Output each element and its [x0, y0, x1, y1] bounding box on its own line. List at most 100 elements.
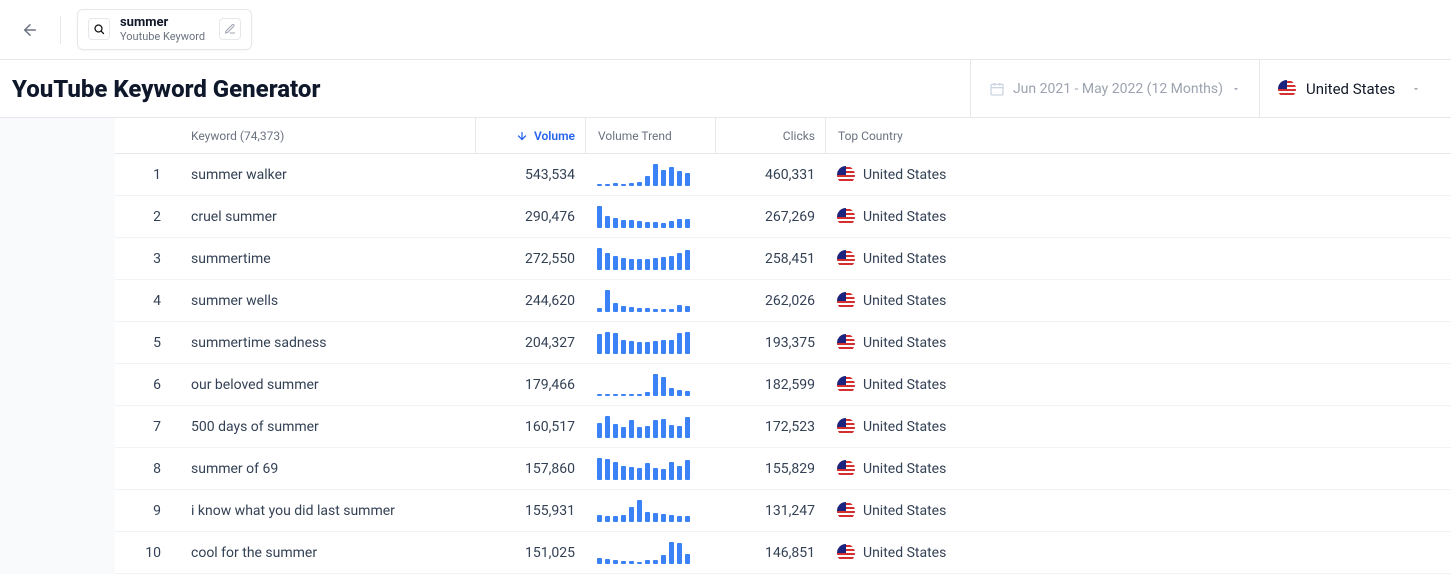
date-range-label: Jun 2021 - May 2022 (12 Months) [1013, 81, 1223, 97]
cell-trend [585, 532, 715, 573]
cell-volume: 290,476 [475, 196, 585, 237]
flag-icon [837, 292, 855, 310]
top-country-label: United States [863, 335, 946, 351]
back-button[interactable] [16, 16, 44, 44]
table-row[interactable]: 5summertime sadness204,327193,375United … [115, 322, 1451, 364]
cell-top-country: United States [825, 448, 1451, 489]
cell-rank: 5 [115, 335, 185, 351]
cell-clicks: 267,269 [715, 196, 825, 237]
cell-keyword: summer wells [185, 293, 475, 309]
cell-top-country: United States [825, 280, 1451, 321]
cell-keyword: 500 days of summer [185, 419, 475, 435]
cell-top-country: United States [825, 196, 1451, 237]
cell-trend [585, 490, 715, 531]
col-keyword-header[interactable]: Keyword (74,373) [185, 129, 475, 143]
flag-icon [837, 208, 855, 226]
table-row[interactable]: 10cool for the summer151,025146,851Unite… [115, 532, 1451, 574]
table-row[interactable]: 7500 days of summer160,517172,523United … [115, 406, 1451, 448]
top-country-label: United States [863, 503, 946, 519]
date-range-picker[interactable]: Jun 2021 - May 2022 (12 Months) [970, 60, 1259, 117]
volume-header-label: Volume [534, 129, 575, 143]
table-row[interactable]: 2cruel summer290,476267,269United States [115, 196, 1451, 238]
cell-keyword: summer walker [185, 167, 475, 183]
cell-keyword: summertime [185, 251, 475, 267]
sparkline [597, 332, 690, 354]
table-row[interactable]: 1summer walker543,534 460,331United State… [115, 154, 1451, 196]
cell-volume: 155,931 [475, 490, 585, 531]
table-row[interactable]: 6our beloved summer179,466 182,599 United … [115, 364, 1451, 406]
top-country-label: United States [863, 251, 946, 267]
keyword-table: Keyword (74,373) Volume Volume Trend Cli… [115, 118, 1451, 574]
top-country-label: United States [863, 419, 946, 435]
cell-rank: 1 [115, 167, 185, 183]
cell-keyword: i know what you did last summer [185, 503, 475, 519]
cell-clicks: 460,331 [715, 154, 825, 195]
top-country-label: United States [863, 377, 946, 393]
sparkline [597, 290, 690, 312]
cell-clicks: 146,851 [715, 532, 825, 573]
table-row[interactable]: 8summer of 69157,860 155,829United States [115, 448, 1451, 490]
cell-trend [585, 322, 715, 363]
cell-top-country: United States [825, 490, 1451, 531]
top-country-label: United States [863, 209, 946, 225]
cell-volume: 157,860 [475, 448, 585, 489]
table-row[interactable]: 4summer wells244,620262,026United States [115, 280, 1451, 322]
table-body: 1summer walker543,534460,331United State… [115, 154, 1451, 574]
cell-top-country: United States [825, 238, 1451, 279]
table-row[interactable]: 9i know what you did last summer155,9311… [115, 490, 1451, 532]
sparkline [597, 500, 690, 522]
cell-trend [585, 154, 715, 195]
cell-volume: 204,327 [475, 322, 585, 363]
sparkline [597, 458, 690, 480]
col-volume-header[interactable]: Volume [475, 118, 585, 153]
chevron-down-icon [1231, 84, 1241, 94]
search-term: summer [120, 16, 205, 30]
cell-rank: 8 [115, 461, 185, 477]
cell-trend [585, 448, 715, 489]
top-country-label: United States [863, 545, 946, 561]
cell-keyword: summertime sadness [185, 335, 475, 351]
pencil-icon [224, 23, 236, 35]
sparkline [597, 374, 690, 396]
topbar: summer Youtube Keyword [0, 0, 1451, 60]
country-picker[interactable]: United States [1259, 60, 1439, 117]
left-gutter [0, 118, 115, 574]
cell-rank: 4 [115, 293, 185, 309]
cell-clicks: 172,523 [715, 406, 825, 447]
cell-trend [585, 238, 715, 279]
flag-icon [837, 418, 855, 436]
sparkline [597, 206, 690, 228]
cell-top-country: United States [825, 154, 1451, 195]
cell-volume: 244,620 [475, 280, 585, 321]
search-chip[interactable]: summer Youtube Keyword [77, 9, 252, 49]
table-header: Keyword (74,373) Volume Volume Trend Cli… [115, 118, 1451, 154]
cell-keyword: our beloved summer [185, 377, 475, 393]
cell-top-country: United States [825, 406, 1451, 447]
flag-icon [837, 250, 855, 268]
cell-clicks: 182,599 [715, 364, 825, 405]
table-row[interactable]: 3summertime272,550258,451United States [115, 238, 1451, 280]
sparkline [597, 542, 690, 564]
flag-icon [837, 460, 855, 478]
cell-trend [585, 196, 715, 237]
col-trend-header[interactable]: Volume Trend [585, 118, 715, 153]
cell-clicks: 155,829 [715, 448, 825, 489]
cell-top-country: United States [825, 532, 1451, 573]
cell-volume: 160,517 [475, 406, 585, 447]
edit-button[interactable] [219, 18, 241, 40]
cell-keyword: cool for the summer [185, 545, 475, 561]
sparkline [597, 248, 690, 270]
flag-icon [837, 376, 855, 394]
cell-volume: 179,466 [475, 364, 585, 405]
cell-keyword: summer of 69 [185, 461, 475, 477]
cell-rank: 2 [115, 209, 185, 225]
col-clicks-header[interactable]: Clicks [715, 118, 825, 153]
flag-icon [837, 502, 855, 520]
cell-volume: 543,534 [475, 154, 585, 195]
cell-trend [585, 364, 715, 405]
cell-rank: 6 [115, 377, 185, 393]
cell-volume: 151,025 [475, 532, 585, 573]
arrow-left-icon [21, 21, 39, 39]
col-top-country-header[interactable]: Top Country [825, 118, 1451, 153]
content: Keyword (74,373) Volume Volume Trend Cli… [0, 118, 1451, 574]
